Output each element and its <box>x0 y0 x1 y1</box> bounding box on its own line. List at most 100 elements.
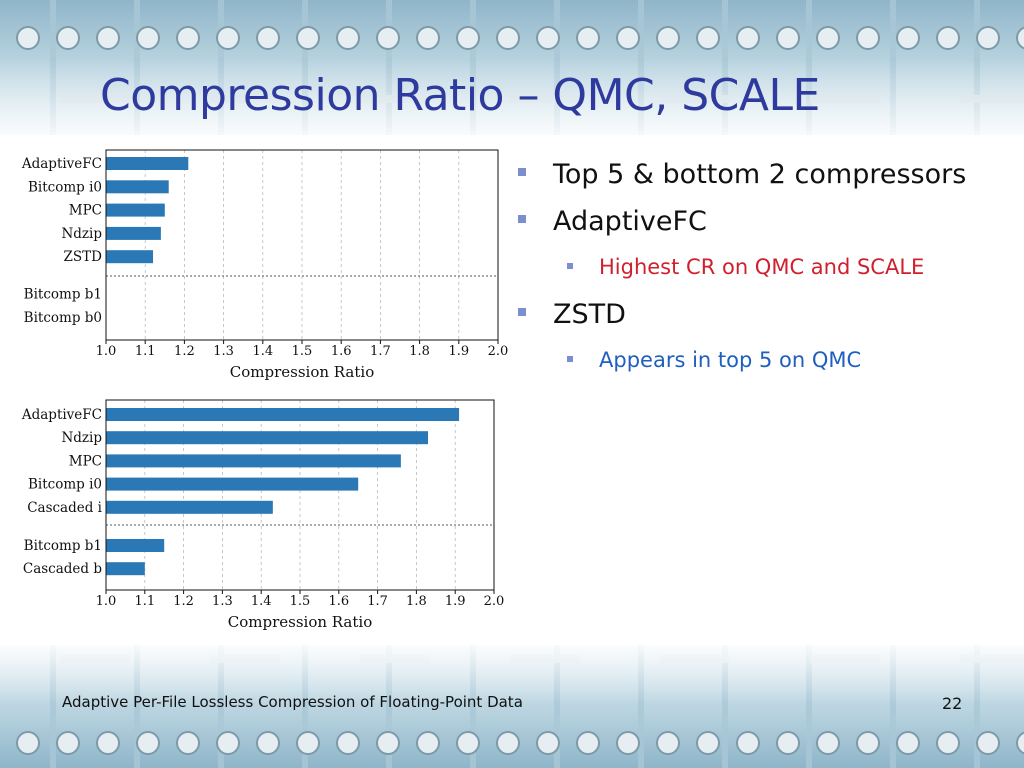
bar-bitcomp-i0 <box>106 180 169 194</box>
bar-cascaded-b <box>106 562 145 576</box>
circuit-pin <box>336 731 360 755</box>
header-fade <box>0 60 1024 135</box>
bullet-top5: Top 5 & bottom 2 compressors <box>515 155 1015 202</box>
circuit-pin <box>696 731 720 755</box>
x-tick-label: 1.8 <box>406 594 427 609</box>
sub-bullet-text: Highest CR on QMC and SCALE <box>599 255 925 279</box>
category-label: Bitcomp b0 <box>24 310 102 326</box>
circuit-trace <box>806 645 812 768</box>
x-tick-label: 1.3 <box>212 594 233 609</box>
bar-bitcomp-b1 <box>106 539 165 552</box>
x-tick-label: 1.7 <box>370 344 391 359</box>
bar-bitcomp-i0 <box>106 477 359 491</box>
bullet-square-icon <box>518 215 526 223</box>
circuit-pin <box>176 731 200 755</box>
x-tick-label: 1.7 <box>367 594 388 609</box>
circuit-pin <box>56 731 80 755</box>
circuit-pin <box>296 731 320 755</box>
x-tick-label: 1.8 <box>409 344 430 359</box>
x-tick-label: 2.0 <box>488 344 509 359</box>
circuit-pin <box>216 26 240 50</box>
circuit-pin <box>256 731 280 755</box>
circuit-trace <box>470 645 476 768</box>
qmc-chart-svg: AdaptiveFC Bitcomp i0 MPC Ndzip ZSTD Bitcomp … <box>21 149 509 381</box>
circuit-trace <box>218 645 224 768</box>
footer-text: Adaptive Per-File Lossless Compression o… <box>62 693 523 711</box>
circuit-trace <box>722 645 728 768</box>
bar-mpc <box>106 203 165 217</box>
circuit-pin <box>896 731 920 755</box>
circuit-trace <box>302 645 308 768</box>
category-label: Cascaded b <box>23 561 102 577</box>
circuit-pin <box>256 26 280 50</box>
circuit-pin <box>576 26 600 50</box>
sub-bullet-square-icon <box>567 263 573 269</box>
category-label: Ndzip <box>61 430 102 446</box>
circuit-pin <box>96 26 120 50</box>
sub-bullet-adaptivefc: Highest CR on QMC and SCALE <box>515 249 1015 295</box>
x-tick-label: 1.4 <box>251 594 272 609</box>
category-label: MPC <box>69 453 102 469</box>
bullet-text: ZSTD <box>553 299 626 330</box>
x-tick-label: 1.5 <box>290 594 311 609</box>
category-label: Cascaded i <box>27 500 102 516</box>
x-tick-label: 1.0 <box>96 594 117 609</box>
x-tick-label: 1.3 <box>213 344 234 359</box>
circuit-pin <box>56 26 80 50</box>
scale-chart-svg: AdaptiveFC Ndzip MPC Bitcomp i0 Cascaded i Bi… <box>21 399 505 631</box>
x-tick-label: 1.1 <box>135 344 156 359</box>
category-label: AdaptiveFC <box>21 156 102 172</box>
circuit-pin <box>576 731 600 755</box>
circuit-pin <box>496 26 520 50</box>
bar-mpc <box>106 454 401 468</box>
slide-title: Compression Ratio – QMC, SCALE <box>100 70 820 121</box>
category-label: Bitcomp b1 <box>24 287 102 303</box>
circuit-pin <box>536 731 560 755</box>
category-label: MPC <box>69 203 102 219</box>
page-number: 22 <box>942 694 963 713</box>
sub-bullet-square-icon <box>567 356 573 362</box>
circuit-pin <box>216 731 240 755</box>
circuit-pin <box>976 26 1000 50</box>
circuit-pin <box>376 731 400 755</box>
bullet-adaptivefc: AdaptiveFC <box>515 202 1015 249</box>
bar-adaptivefc <box>106 408 460 421</box>
x-tick-label: 1.5 <box>292 344 313 359</box>
circuit-trace <box>974 645 980 768</box>
circuit-pin <box>856 731 880 755</box>
circuit-pin <box>416 26 440 50</box>
circuit-trace <box>50 645 56 768</box>
bar-adaptivefc <box>106 157 189 170</box>
scale-bar-chart: AdaptiveFC Ndzip MPC Bitcomp i0 Cascaded i Bi… <box>0 390 510 640</box>
category-label: Bitcomp i0 <box>28 179 102 195</box>
circuit-pin <box>736 26 760 50</box>
circuit-pin <box>136 26 160 50</box>
qmc-bar-chart: AdaptiveFC Bitcomp i0 MPC Ndzip ZSTD Bitcomp … <box>0 140 510 390</box>
bar-ndzip <box>106 431 429 445</box>
bar-zstd <box>106 250 154 264</box>
circuit-pin <box>656 26 680 50</box>
x-tick-label: 1.2 <box>174 344 195 359</box>
circuit-pin <box>616 731 640 755</box>
circuit-pin <box>616 26 640 50</box>
circuit-pin <box>696 26 720 50</box>
x-tick-label: 2.0 <box>484 594 505 609</box>
plot-frame <box>105 399 495 591</box>
x-tick-label: 1.6 <box>328 594 349 609</box>
circuit-pin <box>816 26 840 50</box>
category-label: ZSTD <box>64 249 103 265</box>
circuit-pin <box>96 731 120 755</box>
circuit-pin <box>936 731 960 755</box>
circuit-pin <box>856 26 880 50</box>
x-tick-label: 1.9 <box>448 344 469 359</box>
circuit-pin <box>136 731 160 755</box>
x-tick-label: 1.1 <box>134 594 155 609</box>
bullet-square-icon <box>518 308 526 316</box>
category-label: Bitcomp i0 <box>28 477 102 493</box>
circuit-pin <box>176 26 200 50</box>
sub-bullet-zstd: Appears in top 5 on QMC <box>515 342 1015 388</box>
circuit-pin <box>416 731 440 755</box>
x-tick-label: 1.9 <box>445 594 466 609</box>
footer-fade <box>0 645 1024 705</box>
bullet-text: Top 5 & bottom 2 compressors <box>553 159 967 190</box>
